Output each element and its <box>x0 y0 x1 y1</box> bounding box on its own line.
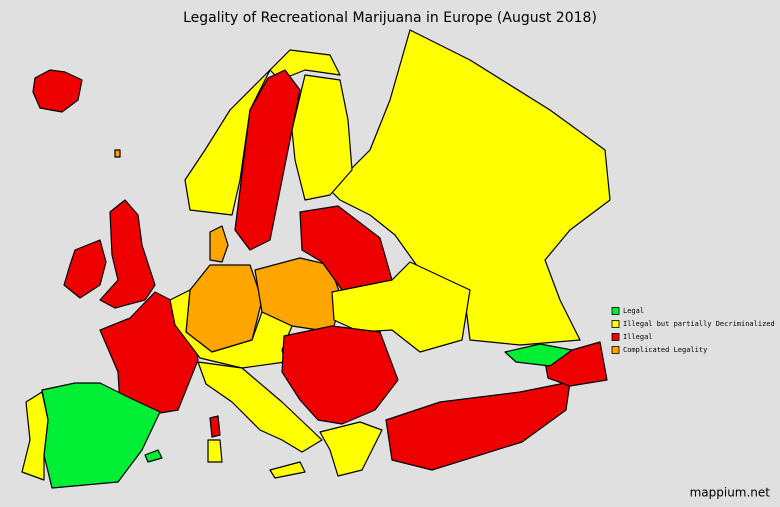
legend-swatch <box>611 333 620 341</box>
country <box>63 239 107 299</box>
countries <box>21 29 611 489</box>
legend-swatch <box>611 320 620 328</box>
map-title: Legality of Recreational Marijuana in Eu… <box>183 10 597 26</box>
country <box>197 361 323 453</box>
country <box>281 325 399 425</box>
legend-label: Illegal but partially Decriminalized <box>623 320 775 328</box>
country <box>32 69 83 113</box>
country <box>269 461 306 479</box>
country <box>319 421 383 477</box>
legend-label: Complicated Legality <box>623 346 707 354</box>
country <box>21 391 49 481</box>
country <box>184 49 341 216</box>
credit: mappium.net <box>690 486 771 500</box>
country <box>169 289 293 369</box>
country <box>385 381 571 471</box>
legend-swatch <box>611 307 620 315</box>
country <box>209 415 221 438</box>
country <box>99 291 199 416</box>
country <box>114 149 121 158</box>
country <box>329 29 611 346</box>
country <box>291 74 353 201</box>
legend-swatch <box>611 346 620 354</box>
country <box>99 199 156 309</box>
legend: Legal Illegal but partially Decriminalize… <box>611 307 775 354</box>
country <box>209 225 229 263</box>
legend-label: Illegal <box>623 333 653 341</box>
legend-label: Legal <box>623 307 644 315</box>
country <box>144 449 163 463</box>
country <box>207 439 223 463</box>
country <box>234 69 301 251</box>
country <box>504 343 573 367</box>
country <box>331 261 471 353</box>
